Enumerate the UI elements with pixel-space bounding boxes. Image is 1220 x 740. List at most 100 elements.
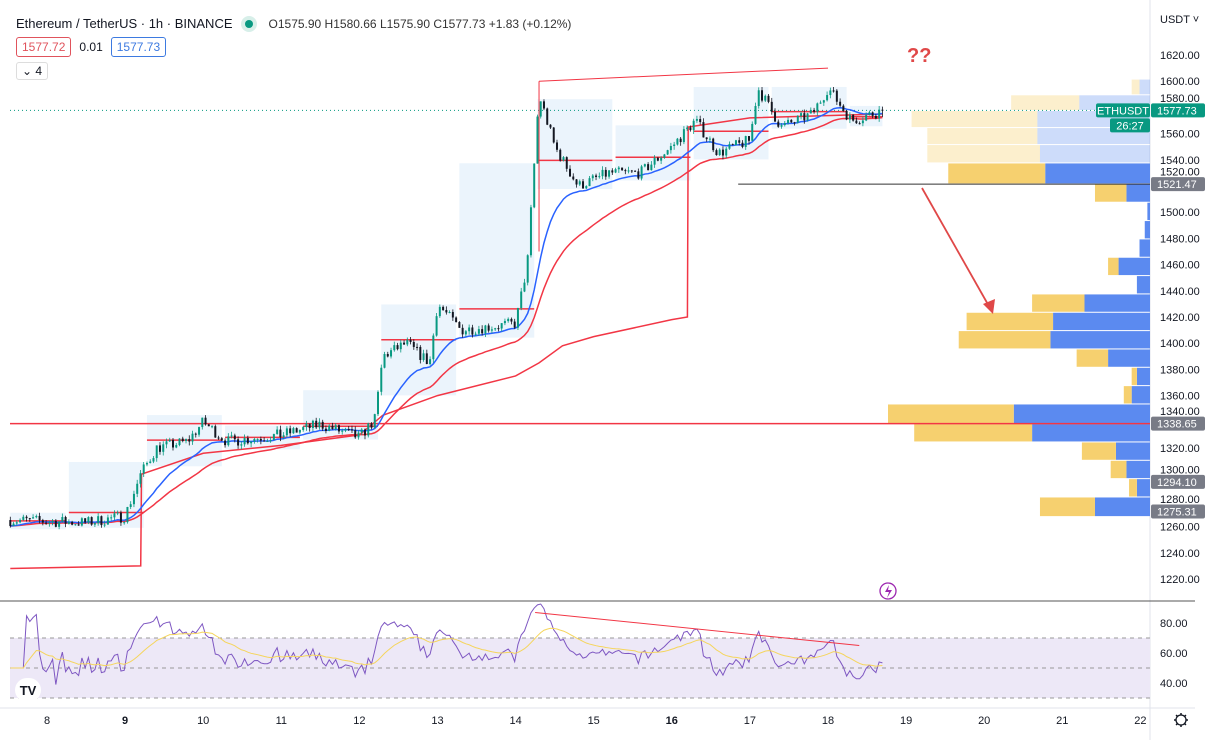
candle-body xyxy=(575,179,578,185)
time-tick: 11 xyxy=(276,715,287,727)
candle-body xyxy=(360,429,363,433)
volume-profile-up-bar xyxy=(958,331,1051,349)
rsi-tick: 80.00 xyxy=(1160,618,1188,630)
candle-body xyxy=(666,150,669,155)
candle-body xyxy=(106,517,109,525)
time-tick: 20 xyxy=(978,715,990,727)
candle-body xyxy=(627,170,630,172)
candle-body xyxy=(712,138,715,151)
candle-body xyxy=(181,438,184,442)
volume-profile-down-bar xyxy=(1147,202,1150,221)
arrow-line xyxy=(921,187,991,309)
sell-button[interactable]: 1577.72 xyxy=(16,37,72,57)
symbol-title[interactable]: Ethereum / TetherUS · 1h · BINANCE xyxy=(16,16,233,31)
candle-body xyxy=(865,115,868,121)
price-tick: 1240.00 xyxy=(1160,548,1200,560)
candle-body xyxy=(425,353,428,365)
candle-body xyxy=(500,323,503,329)
candle-body xyxy=(119,512,122,523)
volume-profile-down-bar xyxy=(1084,294,1150,312)
candle-body xyxy=(224,440,227,446)
candle-body xyxy=(363,429,366,436)
volume-profile-down-bar xyxy=(1013,404,1150,424)
candle-body xyxy=(295,428,298,433)
candle-body xyxy=(728,144,731,149)
candle-body xyxy=(54,520,57,527)
currency-selector[interactable]: USDT ˅ xyxy=(1160,14,1200,26)
candle-body xyxy=(679,138,682,143)
candle-body xyxy=(630,170,633,172)
candle-body xyxy=(650,164,653,171)
price-tick: 1600.00 xyxy=(1160,76,1200,88)
time-tick: 14 xyxy=(509,715,521,727)
candle-body xyxy=(214,426,217,438)
candle-body xyxy=(595,175,598,178)
gear-tooth xyxy=(1184,714,1187,717)
candle-body xyxy=(380,367,383,392)
candle-body xyxy=(591,175,594,179)
candle-body xyxy=(28,518,31,520)
candle-body xyxy=(481,329,484,334)
ema-line xyxy=(10,107,883,527)
candle-body xyxy=(617,167,620,170)
indicators-collapse-button[interactable]: ⌄ 4 xyxy=(16,62,49,80)
candle-body xyxy=(357,432,360,438)
symbol-label xyxy=(1096,103,1150,118)
candle-body xyxy=(611,170,614,173)
candle-body xyxy=(266,441,269,443)
candle-body xyxy=(731,144,734,146)
candle-body xyxy=(61,517,64,522)
lightning-event-icon xyxy=(879,582,897,600)
candle-body xyxy=(585,186,588,189)
candle-body xyxy=(874,115,877,119)
candle-body xyxy=(660,157,663,161)
volume-profile-up-bar xyxy=(966,312,1054,331)
candle-body xyxy=(237,439,240,446)
candle-body xyxy=(533,163,536,208)
candle-body xyxy=(67,521,70,524)
symbol-label-text: ETHUSDT xyxy=(1097,105,1149,117)
candle-body xyxy=(871,112,874,116)
candle-body xyxy=(110,517,113,519)
candle-body xyxy=(790,119,793,123)
candle-body xyxy=(767,95,770,102)
candle-body xyxy=(546,108,549,125)
candle-body xyxy=(829,90,832,96)
candle-body xyxy=(777,121,780,127)
candle-body xyxy=(334,425,337,430)
rsi-tick: 60.00 xyxy=(1160,648,1188,660)
candle-body xyxy=(162,444,165,452)
volume-profile-down-bar xyxy=(1032,424,1150,442)
volume-profile-up-bar xyxy=(1110,460,1127,479)
buy-button[interactable]: 1577.73 xyxy=(110,37,167,57)
ma-line xyxy=(10,116,883,527)
volume-profile-up-bar xyxy=(1131,79,1140,95)
candle-body xyxy=(803,113,806,121)
volume-profile-up-bar xyxy=(1076,349,1109,367)
price-level-label-text: 1294.10 xyxy=(1157,477,1197,489)
candle-body xyxy=(302,427,305,430)
candle-body xyxy=(354,430,357,438)
candle-body xyxy=(757,90,760,106)
candle-body xyxy=(669,146,672,151)
price-tick: 1260.00 xyxy=(1160,522,1200,534)
candle-body xyxy=(578,181,581,185)
candle-body xyxy=(396,345,399,350)
candle-body xyxy=(764,95,767,101)
settings-gear-icon[interactable] xyxy=(1174,713,1188,727)
candle-body xyxy=(477,329,480,334)
candle-body xyxy=(207,424,210,427)
candle-body xyxy=(494,328,497,330)
candle-body xyxy=(132,493,135,505)
candle-body xyxy=(377,391,380,415)
candle-body xyxy=(272,434,275,441)
volume-profile-up-bar xyxy=(1094,184,1127,202)
candle-body xyxy=(435,316,438,336)
candle-body xyxy=(123,522,126,524)
candle-body xyxy=(35,515,38,518)
countdown-label xyxy=(1110,118,1150,133)
time-tick: 9 xyxy=(122,715,128,727)
time-tick: 15 xyxy=(588,715,600,727)
candle-body xyxy=(204,417,207,425)
